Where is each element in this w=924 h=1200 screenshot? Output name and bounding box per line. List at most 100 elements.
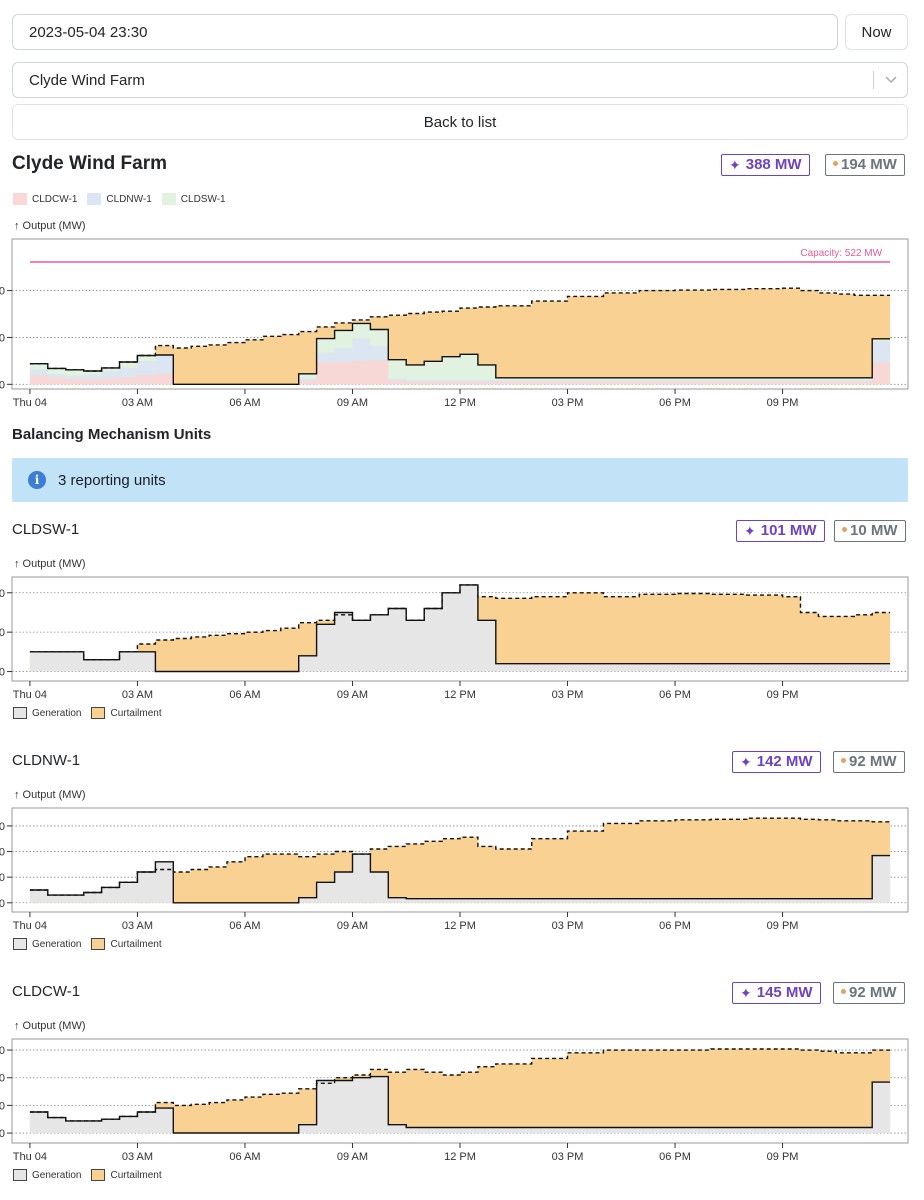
generation-line <box>29 322 891 385</box>
y-axis-label: ↑ Output (MW) <box>14 789 86 801</box>
bmu-heading: Balancing Mechanism Units <box>12 426 212 443</box>
x-tick-label: 09 AM <box>337 689 368 701</box>
x-tick-label: 03 AM <box>122 1151 153 1163</box>
x-tick-label: 06 AM <box>229 397 260 409</box>
capacity-label: Capacity: 522 MW <box>800 248 882 259</box>
legend-swatch <box>91 1169 106 1181</box>
y-tick-label: 0 <box>0 898 5 910</box>
legend-swatch <box>13 193 27 205</box>
x-tick-label: 03 AM <box>122 689 153 701</box>
x-tick-label: Thu 04 <box>13 920 47 932</box>
info-alert: i 3 reporting units <box>12 458 908 502</box>
legend-item-generation: Generation <box>13 707 81 719</box>
potential-line <box>29 1048 891 1122</box>
curtailment-area <box>29 818 891 903</box>
y-tick-label: 50 <box>0 872 5 884</box>
sparkle-icon: ✦ <box>740 754 752 770</box>
capacity-badge: ✦ 142 MW <box>732 751 821 773</box>
x-tick-label: 12 PM <box>444 397 476 409</box>
datetime-value: 2023-05-04 23:30 <box>29 23 148 41</box>
x-tick-label: 09 AM <box>337 1151 368 1163</box>
x-tick-label: 09 PM <box>767 920 799 932</box>
legend-label: Generation <box>32 707 82 719</box>
site-legend: CLDCW-1 CLDNW-1 CLDSW-1 <box>13 193 236 205</box>
sparkle-icon: ✦ <box>744 523 756 539</box>
x-tick-label: 06 PM <box>659 1151 691 1163</box>
generation-badge-value: 10 MW <box>850 522 898 539</box>
unit-output-chart: 0 50 100 Thu 04 03 AM 06 AM 09 AM 12 PM 03 PM 06 … <box>0 576 909 701</box>
legend-swatch <box>161 193 176 205</box>
y-tick-label: 50 <box>0 627 5 639</box>
x-tick-label: 03 PM <box>552 689 584 701</box>
generation-badge-value: 92 MW <box>849 984 897 1001</box>
site-output-chart: 0 200 400 Thu 04 03 AM 06 AM 09 AM 12 PM 03 PM 06… <box>0 238 909 409</box>
sparkle-icon: ✦ <box>740 985 752 1001</box>
x-tick-label: 06 AM <box>229 689 260 701</box>
x-tick-label: 06 AM <box>229 920 260 932</box>
generation-badge: 92 MW <box>833 982 905 1004</box>
x-tick-label: 09 AM <box>337 397 368 409</box>
legend-item-generation: Generation <box>13 1169 81 1181</box>
legend-item-curtailment: Curtailment <box>91 707 162 719</box>
legend-label: CLDNW-1 <box>106 193 152 205</box>
x-tick-label: 06 PM <box>659 397 691 409</box>
datetime-input[interactable]: 2023-05-04 23:30 <box>12 14 838 50</box>
legend-item-curtailment: Curtailment <box>91 938 162 950</box>
generation-badge: 92 MW <box>833 751 905 773</box>
y-tick-label: 0 <box>0 1128 5 1140</box>
legend-swatch <box>91 938 106 950</box>
y-tick-label: 200 <box>0 332 5 344</box>
generation-badge-value: 92 MW <box>849 753 897 770</box>
x-tick-label: Thu 04 <box>13 397 47 409</box>
x-tick-label: Thu 04 <box>13 1151 47 1163</box>
chevron-down-icon <box>873 71 907 89</box>
y-tick-label: 100 <box>0 847 5 859</box>
y-tick-label: 100 <box>0 1073 5 1085</box>
unit-title: CLDNW-1 <box>12 752 81 769</box>
legend-label: CLDSW-1 <box>180 193 226 205</box>
info-icon: i <box>28 471 46 489</box>
generation-area <box>29 1076 891 1133</box>
legend-label: CLDCW-1 <box>32 193 78 205</box>
legend-swatch <box>91 707 106 719</box>
unit-output-chart: 0 50 100 150 Thu 04 03 AM 06 AM 09 AM 12 PM 03 PM… <box>0 1038 909 1163</box>
capacity-badge: ✦ 388 MW <box>721 154 810 176</box>
x-tick-label: 03 PM <box>552 920 584 932</box>
x-tick-label: Thu 04 <box>13 689 47 701</box>
now-button[interactable]: Now <box>845 14 908 50</box>
legend-swatch <box>13 938 27 950</box>
generation-badge: 10 MW <box>834 520 906 542</box>
y-axis-label: ↑ Output (MW) <box>14 1020 86 1032</box>
y-tick-label: 150 <box>0 821 5 833</box>
legend-label: Curtailment <box>110 707 162 719</box>
back-to-list-button[interactable]: Back to list <box>12 104 908 140</box>
generation-line <box>29 584 891 673</box>
x-tick-label: 12 PM <box>444 689 476 701</box>
generation-badge: 194 MW <box>825 154 905 176</box>
legend-item-curtailment: Curtailment <box>91 1169 162 1181</box>
legend-label: Curtailment <box>110 1169 162 1181</box>
site-select[interactable]: Clyde Wind Farm <box>12 62 908 98</box>
unit-output-chart: 0 50 100 150 Thu 04 03 AM 06 AM 09 AM 12 PM 03 PM… <box>0 807 909 932</box>
legend-swatch <box>13 707 27 719</box>
generation-line <box>29 853 891 904</box>
dot-icon <box>841 757 846 763</box>
unit-title: CLDSW-1 <box>12 521 80 538</box>
page-title: Clyde Wind Farm <box>12 153 168 174</box>
x-tick-label: 03 AM <box>122 920 153 932</box>
legend-label: Curtailment <box>110 938 162 950</box>
x-tick-label: 06 PM <box>659 920 691 932</box>
y-axis-label: ↑ Output (MW) <box>14 220 86 232</box>
generation-area <box>29 584 891 672</box>
dot-icon <box>842 526 847 532</box>
x-tick-label: 09 PM <box>767 397 799 409</box>
legend-item-generation: Generation <box>13 938 81 950</box>
legend-swatch <box>13 1169 27 1181</box>
x-tick-label: 12 PM <box>444 1151 476 1163</box>
capacity-badge: ✦ 145 MW <box>732 982 821 1004</box>
capacity-badge-value: 145 MW <box>756 984 813 1001</box>
curtailment-area <box>29 1049 891 1133</box>
sparkle-icon: ✦ <box>729 157 741 173</box>
generation-line <box>29 1075 891 1134</box>
unit-legend: Generation Curtailment <box>13 1169 172 1181</box>
